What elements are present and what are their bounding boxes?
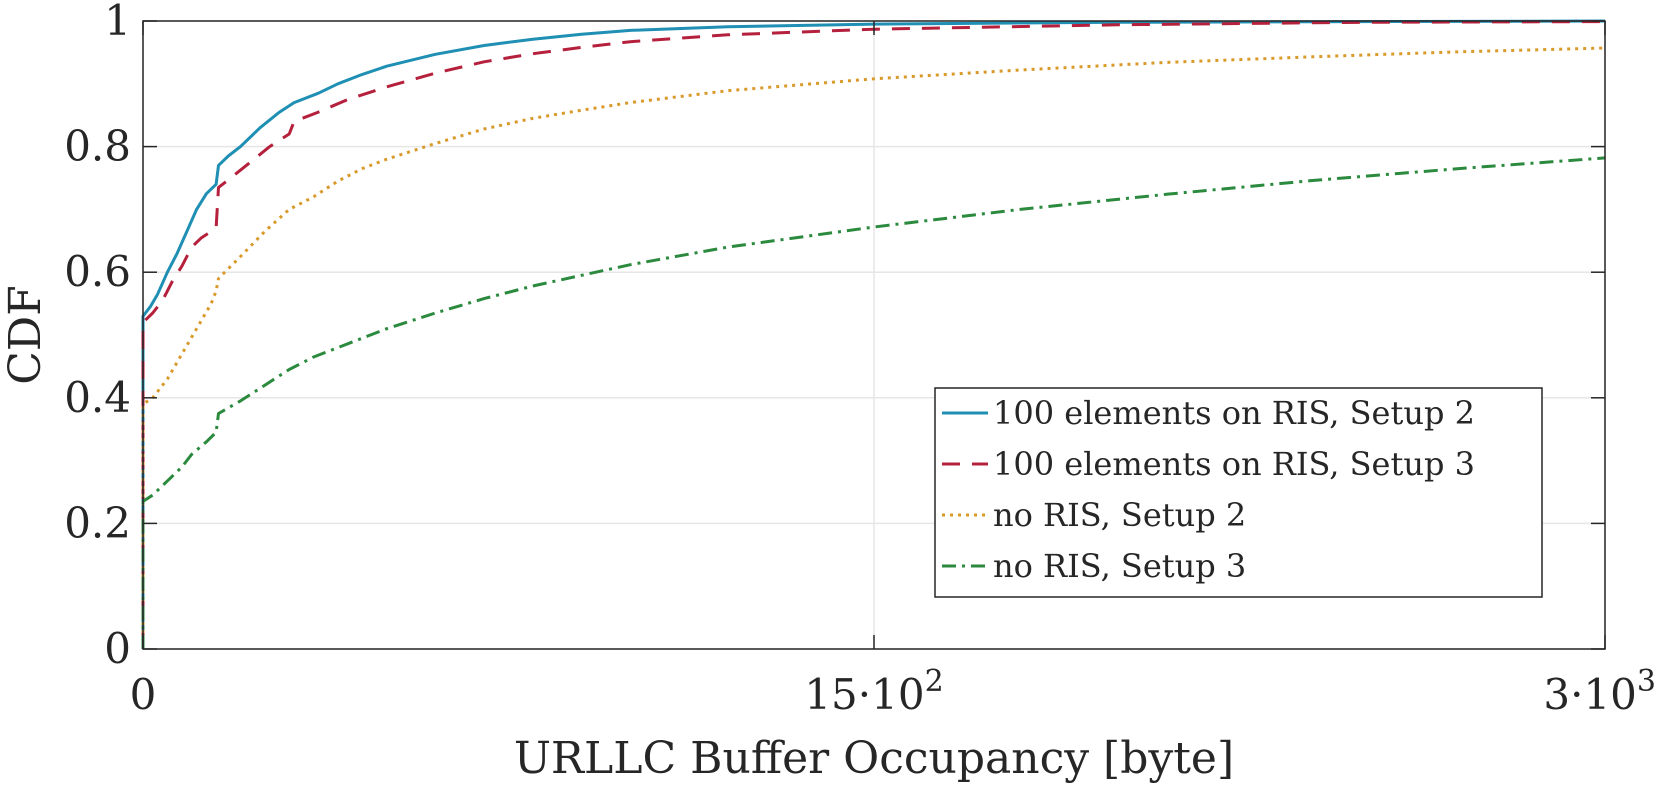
legend-entry-2: 100 elements on RIS, Setup 3	[993, 445, 1475, 483]
x-tick-label-base: 15·10	[804, 670, 924, 719]
ticks	[142, 20, 1606, 650]
legend: 100 elements on RIS, Setup 2 100 elements…	[934, 387, 1543, 598]
y-tick-label: 0.8	[64, 122, 131, 171]
legend-entry-1: 100 elements on RIS, Setup 2	[993, 394, 1475, 432]
series-line-1	[141, 19, 1606, 649]
series-layer	[141, 19, 1606, 649]
series-line-4	[141, 156, 1606, 649]
x-tick-label: 15·102	[804, 664, 943, 719]
x-tick-label: 3·103	[1543, 664, 1656, 719]
y-tick-label: 0.4	[64, 373, 131, 422]
tick-labels: 0 0.2 0.4 0.6 0.8 1 0 15·102 3·103	[64, 0, 1656, 719]
y-axis-title: CDF	[0, 285, 51, 384]
legend-entry-4: no RIS, Setup 3	[993, 547, 1246, 585]
series-line-3	[141, 46, 1606, 649]
x-axis-title: URLLC Buffer Occupancy [byte]	[514, 733, 1234, 784]
legend-entry-3: no RIS, Setup 2	[993, 496, 1246, 534]
x-tick-label: 0	[130, 670, 157, 719]
y-tick-label: 0.6	[64, 247, 131, 296]
x-tick-label-exponent: 2	[925, 664, 944, 699]
legend-box	[934, 387, 1543, 598]
y-tick-label: 0	[104, 624, 131, 673]
series-line-2	[141, 20, 1606, 649]
x-tick-label-base: 3·10	[1543, 670, 1637, 719]
y-tick-label: 1	[104, 0, 131, 45]
x-tick-label-exponent: 3	[1637, 664, 1656, 699]
y-tick-label: 0.2	[64, 498, 131, 547]
x-tick-label-base: 0	[130, 670, 157, 719]
